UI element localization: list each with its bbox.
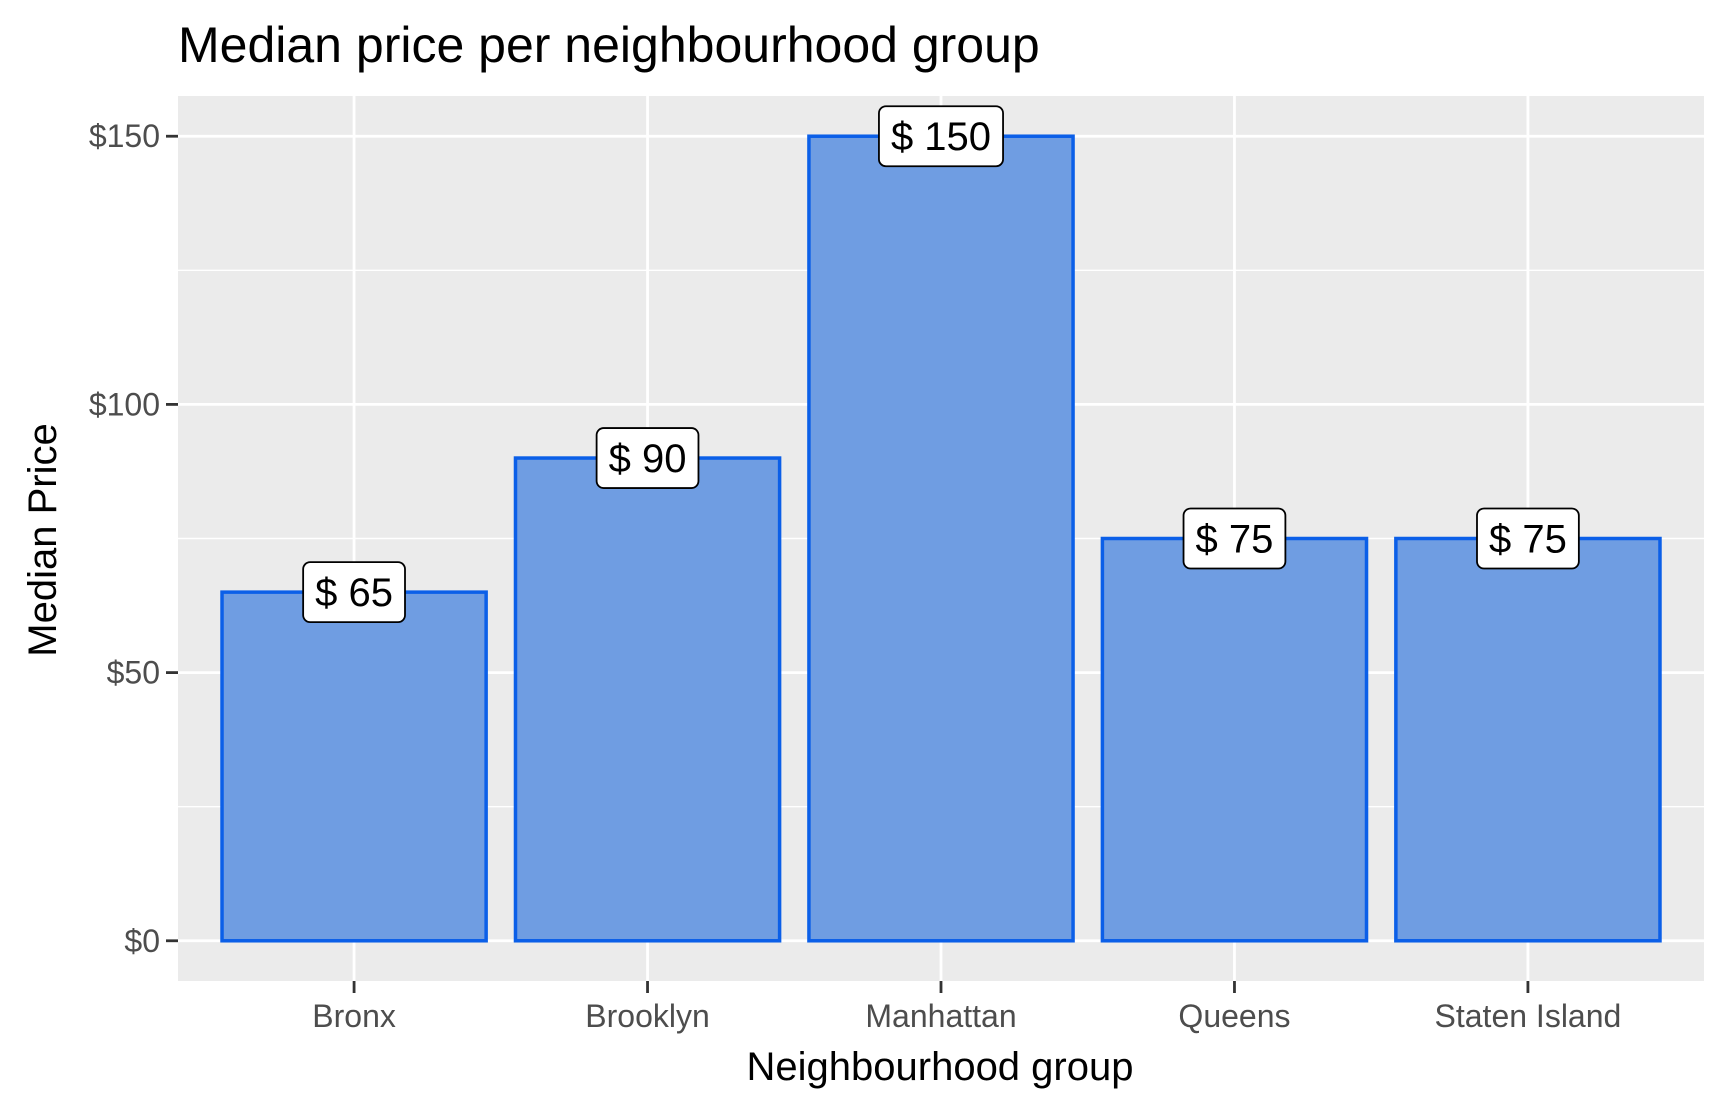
y-tick-label: $0 [124,923,160,959]
bar-queens [1100,536,1369,943]
data-label-box [595,427,700,489]
y-tick-label: $100 [89,386,160,422]
bars [220,134,1662,943]
data-labels: $ 65 $ 90 $ 150 $ 75 $ 75 [302,105,1580,624]
data-label-box [302,561,406,624]
data-label-box [1476,507,1580,570]
x-tick-label: Manhattan [865,998,1016,1034]
bar-brooklyn [513,456,782,943]
bar-manhattan [807,134,1075,943]
bar-staten-island [1394,536,1662,943]
data-label-text: $ 90 [609,437,687,481]
data-label: $ 75 [1476,507,1580,570]
data-label-text: $ 75 [1196,518,1274,562]
y-tick-label: $50 [107,655,160,691]
data-label-box [878,105,1004,168]
data-label-box [1182,507,1287,570]
data-label: $ 90 [595,427,700,489]
data-label: $ 75 [1182,507,1287,570]
data-label-text: $ 75 [1489,518,1567,562]
x-tick-label: Staten Island [1435,998,1622,1034]
x-tick-label: Brooklyn [585,998,710,1034]
x-axis-title: Neighbourhood group [747,1045,1134,1089]
data-label-text: $ 65 [315,571,393,615]
x-tick-label: Bronx [312,998,396,1034]
axes: $0 $50 $100 $150 Bronx Brooklyn Manhattan Queen… [89,118,1622,1034]
chart-title: Median price per neighbourhood group [178,17,1040,73]
bar-bronx [220,590,488,943]
data-label-text: $ 150 [891,115,991,159]
x-tick-label: Queens [1178,998,1290,1034]
y-axis-title: Median Price [21,423,65,656]
data-label: $ 150 [878,105,1004,168]
y-tick-label: $150 [89,118,160,154]
data-label: $ 65 [302,561,406,624]
